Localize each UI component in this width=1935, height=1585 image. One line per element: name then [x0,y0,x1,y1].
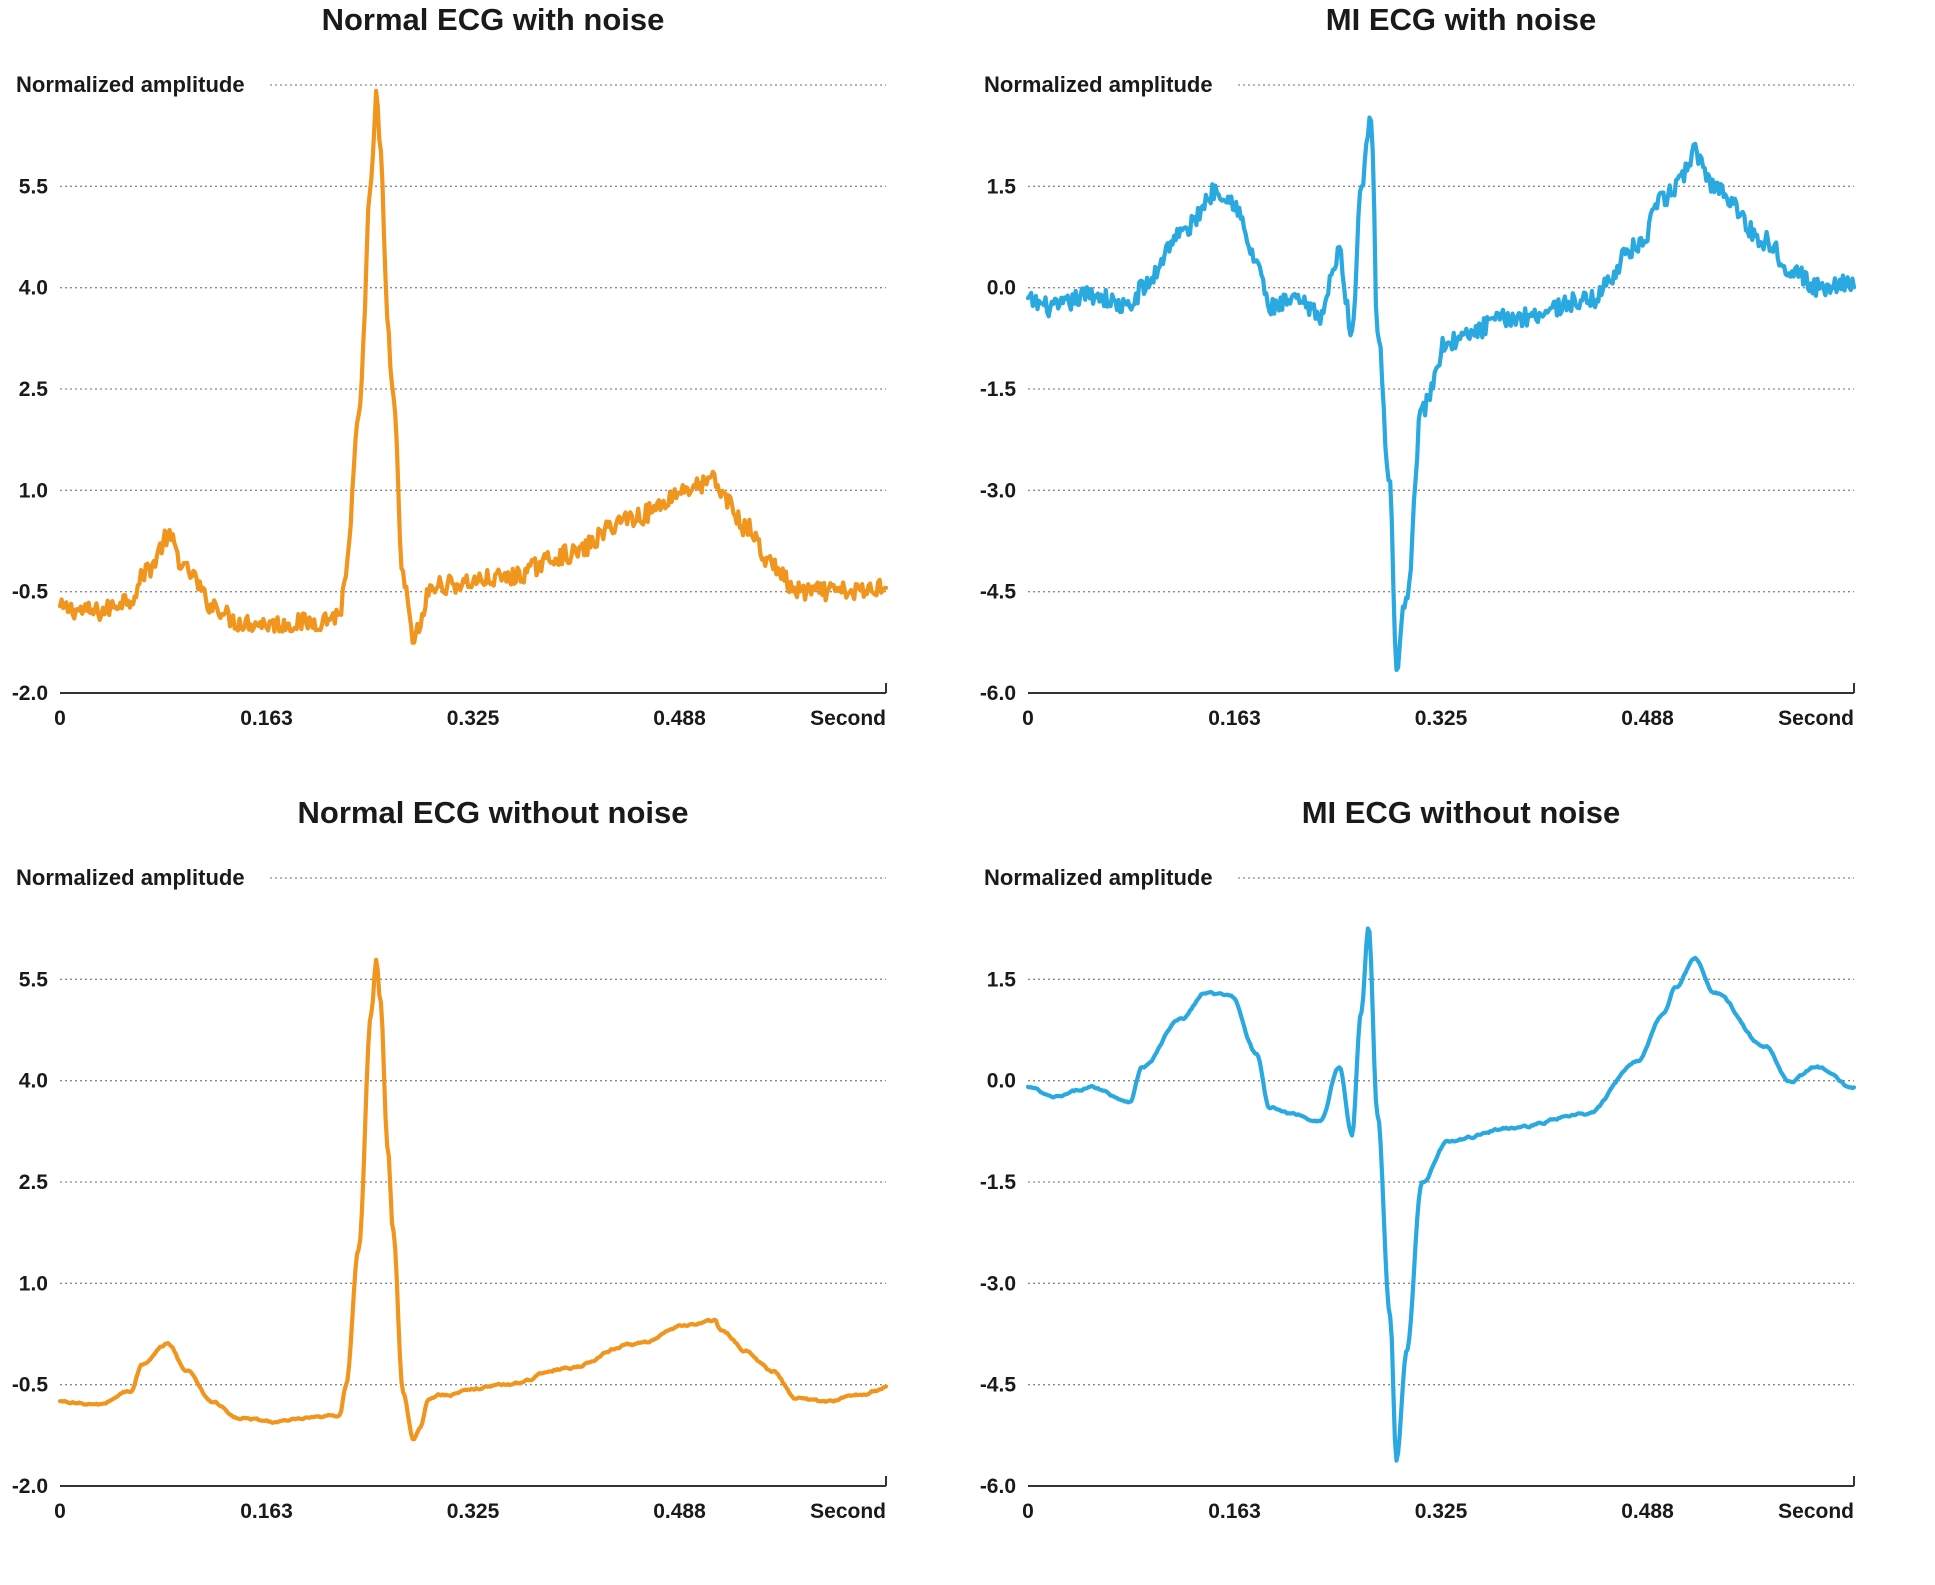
y-tick-label-0-5: -0.5 [12,1374,49,1397]
x-tick-label-0-325: 0.325 [447,707,500,730]
ecg-series-line [1025,115,1857,673]
x-tick-label-0: 0 [54,1500,66,1523]
x-tick-label-0-325: 0.325 [447,1500,500,1523]
chart-panel-mi-noise: MI ECG with noise Normalized amplitude 1.5… [968,0,1935,792]
x-tick-label-0-488: 0.488 [653,1500,706,1523]
y-tick-label-4-0: 4.0 [19,1070,48,1093]
ecg-series-line [1025,926,1857,1463]
y-axis-label: Normalized amplitude [16,865,245,890]
y-tick-label-2-5: 2.5 [19,378,49,401]
x-tick-label-0: 0 [54,707,66,730]
ecg-series-line [57,957,889,1442]
y-tick-label-6-0: -6.0 [980,1475,1016,1498]
x-tick-label-0-163: 0.163 [240,707,293,730]
chart-panel-mi-clean: MI ECG without noise Normalized amplitude… [968,793,1935,1585]
y-tick-label-2-5: 2.5 [19,1171,49,1194]
x-tick-label-second: Second [810,707,886,730]
y-tick-label-5-5: 5.5 [19,175,49,198]
x-tick-label-0-488: 0.488 [1621,707,1674,730]
y-tick-label-1-5: 1.5 [987,175,1017,198]
y-axis-label: Normalized amplitude [984,865,1213,890]
y-axis-label: Normalized amplitude [984,72,1213,97]
x-tick-label-0-488: 0.488 [1621,1500,1674,1523]
y-tick-label-0-0: 0.0 [987,277,1016,300]
y-tick-label-2-0: -2.0 [12,1475,48,1498]
x-tick-label-0-488: 0.488 [653,707,706,730]
x-tick-label-0-163: 0.163 [1208,1500,1261,1523]
chart-title: Normal ECG without noise [298,795,689,830]
y-tick-label-4-5: -4.5 [980,1374,1017,1397]
y-tick-label-3-0: -3.0 [980,1272,1016,1295]
y-tick-label-5-5: 5.5 [19,968,49,991]
y-tick-label-4-5: -4.5 [980,581,1017,604]
x-tick-label-second: Second [1778,707,1854,730]
chart-title: MI ECG without noise [1302,795,1621,830]
x-tick-label-0-163: 0.163 [1208,707,1261,730]
y-tick-label-0-5: -0.5 [12,581,49,604]
x-tick-label-0: 0 [1022,707,1034,730]
chart-panel-normal-noise: Normal ECG with noise Normalized amplitud… [0,0,967,792]
y-tick-label-1-5: -1.5 [980,378,1017,401]
chart-mi-clean: MI ECG without noise Normalized amplitude… [980,795,1857,1523]
y-tick-label-1-0: 1.0 [19,479,48,502]
chart-mi-noise: MI ECG with noise Normalized amplitude 1.5… [980,2,1857,730]
y-tick-label-0-0: 0.0 [987,1070,1016,1093]
x-tick-label-0-163: 0.163 [240,1500,293,1523]
y-tick-label-2-0: -2.0 [12,682,48,705]
chart-panel-normal-clean: Normal ECG without noise Normalized ampli… [0,793,967,1585]
y-tick-label-1-5: -1.5 [980,1171,1017,1194]
y-tick-label-1-5: 1.5 [987,968,1017,991]
y-tick-label-1-0: 1.0 [19,1272,48,1295]
y-tick-label-4-0: 4.0 [19,277,48,300]
x-tick-label-0-325: 0.325 [1415,707,1468,730]
y-tick-label-3-0: -3.0 [980,479,1016,502]
chart-title: MI ECG with noise [1326,2,1596,37]
chart-title: Normal ECG with noise [322,2,665,37]
y-axis-label: Normalized amplitude [16,72,245,97]
ecg-series-line [57,88,889,645]
chart-normal-clean: Normal ECG without noise Normalized ampli… [12,795,889,1523]
y-tick-label-6-0: -6.0 [980,682,1016,705]
x-tick-label-second: Second [810,1500,886,1523]
x-tick-label-second: Second [1778,1500,1854,1523]
x-tick-label-0: 0 [1022,1500,1034,1523]
chart-normal-noise: Normal ECG with noise Normalized amplitud… [12,2,889,730]
x-tick-label-0-325: 0.325 [1415,1500,1468,1523]
